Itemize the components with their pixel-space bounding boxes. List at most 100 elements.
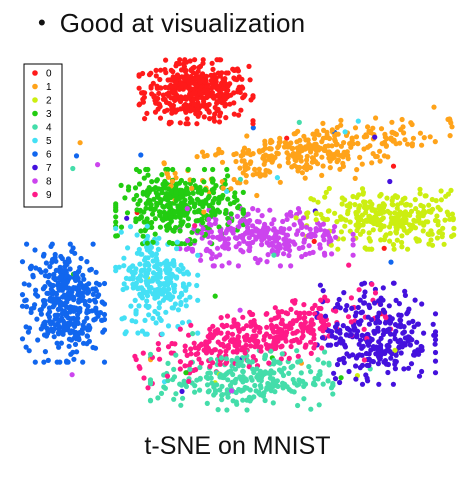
scatter-point-7: [350, 352, 356, 358]
scatter-point-9: [229, 324, 235, 330]
scatter-point-2: [389, 201, 395, 207]
scatter-point-8: [285, 242, 291, 248]
scatter-point-8: [252, 255, 258, 262]
scatter-point-2: [366, 246, 372, 252]
scatter-point-1: [297, 155, 303, 161]
scatter-point-1: [382, 134, 388, 140]
legend-label-4: 4: [46, 123, 52, 134]
scatter-point-6: [51, 271, 57, 277]
scatter-point-9: [278, 320, 284, 326]
scatter-point-4: [288, 388, 295, 394]
scatter-point-9: [225, 345, 231, 351]
scatter-point-9: [182, 348, 188, 354]
scatter-point-6: [33, 287, 39, 293]
scatter-point-9: [188, 322, 194, 328]
scatter-point-9: [291, 337, 297, 344]
scatter-point-6: [95, 293, 101, 299]
scatter-point-4: [291, 380, 298, 386]
scatter-point-7: [415, 321, 421, 327]
scatter-point-6: [62, 293, 68, 299]
scatter-point-1: [286, 141, 292, 148]
scatter-point-3: [149, 211, 156, 217]
scatter-point-0: [211, 118, 218, 124]
scatter-point-6: [54, 298, 60, 304]
scatter-point-3: [166, 224, 172, 230]
scatter-point-7: [385, 345, 391, 352]
scatter-point-8: [284, 232, 291, 238]
scatter-point-9: [217, 361, 223, 367]
scatter-point-7: [378, 342, 384, 348]
scatter-point-5: [136, 303, 142, 309]
scatter-point-9: [369, 281, 375, 287]
scatter-point-4: [180, 395, 186, 401]
scatter-point-7: [344, 351, 350, 357]
scatter-point-8: [204, 246, 210, 252]
scatter-point-6: [54, 340, 60, 346]
scatter-point-3: [187, 180, 193, 187]
scatter-point-7: [348, 332, 354, 338]
scatter-point-1: [261, 153, 267, 159]
scatter-point-9: [258, 348, 264, 354]
scatter-point-8: [237, 307, 243, 313]
scatter-point-8: [223, 230, 229, 236]
scatter-point-3: [213, 183, 219, 189]
scatter-point-9: [287, 321, 293, 327]
scatter-point-9: [177, 359, 183, 365]
scatter-point-1: [253, 171, 260, 177]
scatter-point-4: [275, 383, 281, 389]
scatter-point-6: [80, 272, 86, 278]
scatter-point-9: [225, 330, 231, 336]
scatter-point-9: [205, 333, 211, 340]
scatter-point-5: [146, 303, 152, 310]
scatter-point-6: [101, 280, 108, 287]
scatter-point-2: [332, 210, 338, 216]
scatter-point-5: [355, 118, 361, 124]
scatter-point-1: [161, 161, 167, 167]
scatter-point-3: [132, 185, 139, 191]
scatter-point-8: [301, 237, 308, 243]
scatter-point-1: [401, 130, 407, 136]
scatter-point-6: [76, 292, 82, 298]
scatter-point-2: [377, 227, 383, 233]
scatter-point-4: [183, 383, 189, 390]
scatter-point-4: [162, 385, 168, 391]
scatter-point-5: [224, 188, 230, 194]
scatter-point-3: [143, 166, 149, 173]
scatter-point-3: [146, 185, 152, 191]
scatter-point-9: [310, 327, 316, 333]
scatter-point-7: [432, 332, 439, 338]
scatter-point-9: [288, 343, 294, 350]
scatter-point-2: [370, 227, 376, 233]
scatter-point-9: [256, 344, 262, 350]
scatter-point-9: [302, 344, 308, 350]
scatter-point-7: [432, 337, 439, 343]
scatter-point-7: [335, 301, 341, 307]
scatter-point-1: [248, 159, 254, 165]
scatter-point-1: [281, 144, 288, 150]
scatter-point-8: [259, 242, 265, 248]
scatter-point-8: [350, 237, 356, 243]
scatter-point-0: [177, 57, 183, 63]
scatter-point-0: [158, 67, 164, 73]
scatter-point-6: [68, 351, 74, 357]
scatter-point-4: [277, 360, 283, 366]
scatter-point-1: [243, 179, 249, 185]
scatter-point-8: [303, 251, 309, 257]
scatter-point-8: [281, 251, 287, 257]
scatter-point-2: [391, 246, 397, 252]
scatter-point-9: [275, 309, 281, 315]
scatter-point-5: [159, 331, 165, 337]
scatter-point-1: [235, 180, 241, 186]
scatter-point-0: [214, 86, 220, 92]
scatter-point-5: [153, 320, 159, 326]
scatter-point-7: [320, 288, 326, 294]
scatter-point-2: [394, 237, 400, 243]
scatter-point-4: [204, 382, 211, 388]
scatter-point-2: [357, 231, 363, 237]
scatter-point-4: [266, 370, 272, 376]
scatter-point-7: [401, 366, 407, 372]
scatter-point-5: [146, 312, 152, 318]
scatter-point-1: [256, 166, 262, 172]
scatter-point-1: [319, 172, 325, 178]
scatter-point-1: [431, 104, 437, 110]
